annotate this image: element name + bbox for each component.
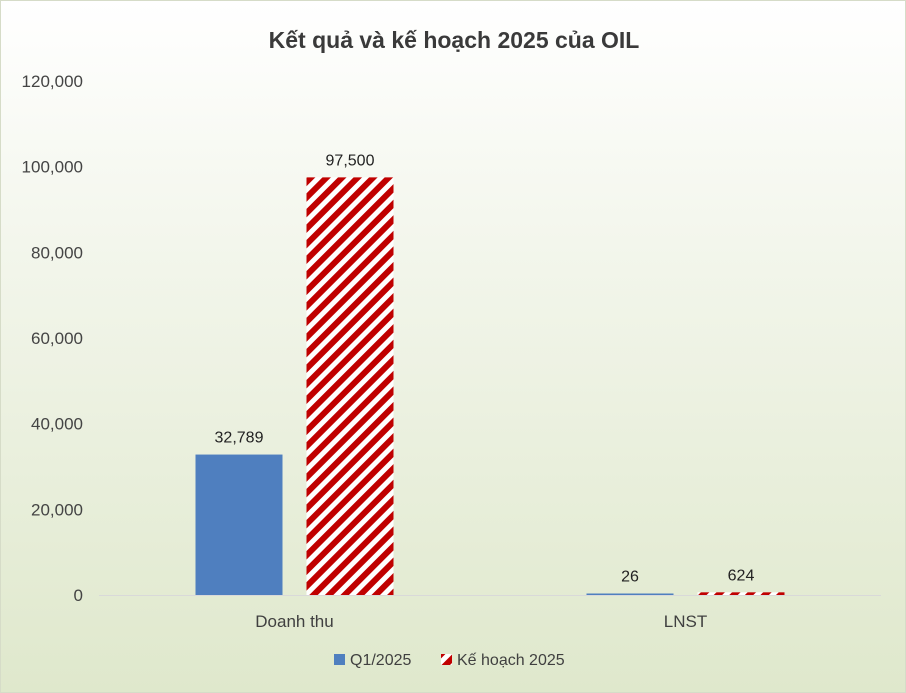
legend-swatch xyxy=(334,654,345,665)
y-tick-label: 80,000 xyxy=(31,243,83,262)
x-category-label: LNST xyxy=(664,612,707,631)
bar-q1-2025 xyxy=(586,593,674,595)
y-tick-label: 20,000 xyxy=(31,500,83,519)
data-label: 624 xyxy=(728,567,755,584)
legend: Q1/2025 Kế hoạch 2025 xyxy=(334,652,565,669)
y-tick-label: 120,000 xyxy=(22,72,83,91)
y-tick-label: 60,000 xyxy=(31,329,83,348)
y-tick-label: 100,000 xyxy=(22,158,83,177)
plot-area: 32,789 97,500 26 624 xyxy=(195,152,785,595)
y-tick-label: 40,000 xyxy=(31,415,83,434)
bar-q1-2025 xyxy=(195,454,283,595)
chart-title: Kết quả và kế hoạch 2025 của OIL xyxy=(269,27,640,53)
legend-swatch xyxy=(441,654,452,665)
y-axis: 0 20,000 40,000 60,000 80,000 100,000 120,000 xyxy=(22,72,83,605)
data-label: 32,789 xyxy=(215,430,264,447)
data-label: 26 xyxy=(621,569,639,586)
bar-ke-hoach-2025 xyxy=(697,592,785,595)
legend-label: Q1/2025 xyxy=(350,652,411,669)
x-category-label: Doanh thu xyxy=(255,612,333,631)
data-label: 97,500 xyxy=(326,152,375,169)
x-axis: Doanh thu LNST xyxy=(99,595,881,631)
y-tick-label: 0 xyxy=(74,586,83,605)
legend-label: Kế hoạch 2025 xyxy=(457,652,565,669)
bar-ke-hoach-2025 xyxy=(306,177,394,595)
